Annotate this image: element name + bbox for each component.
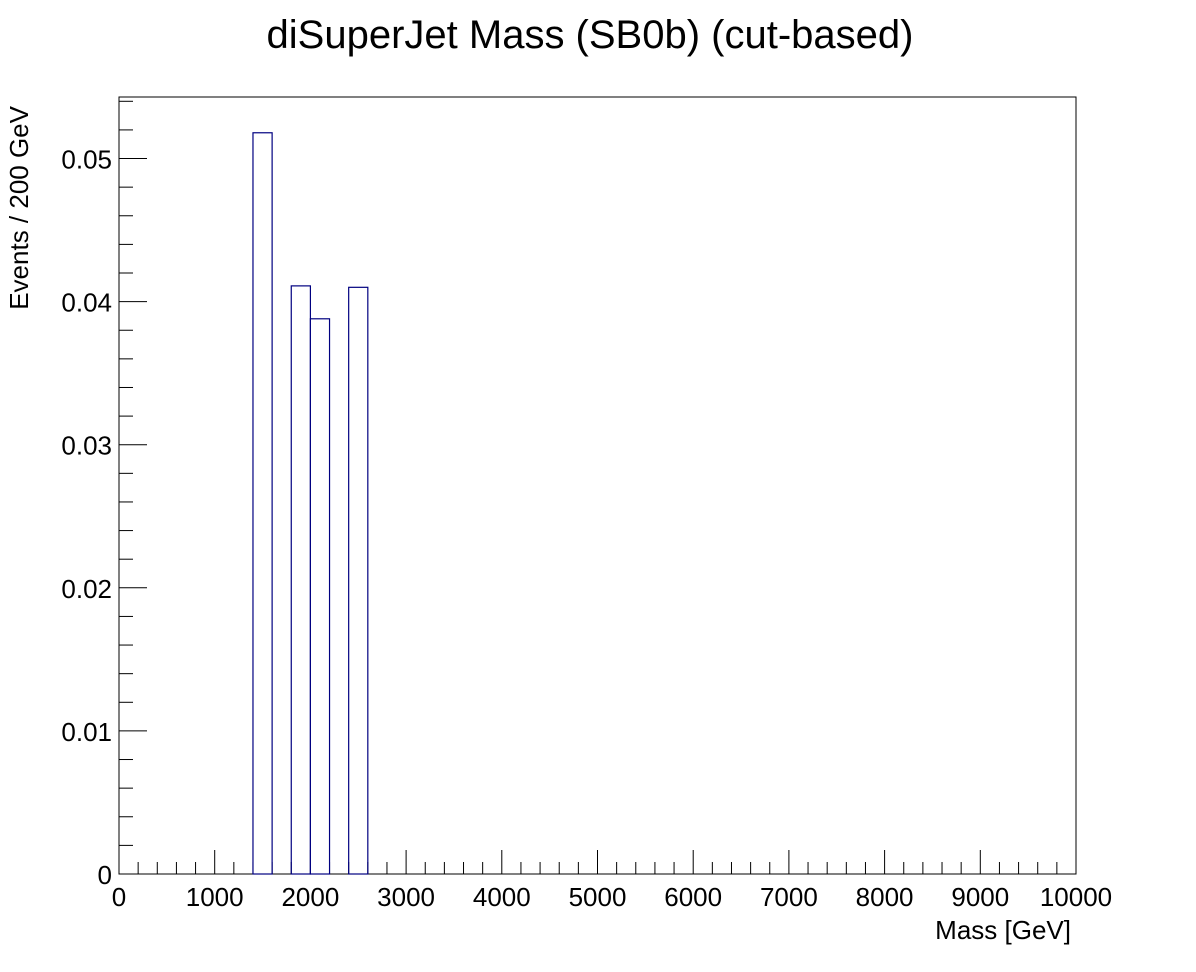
x-axis-tick-labels: 0 1000 2000 3000 4000 5000 6000 7000 8000 9000 100…	[112, 882, 1112, 912]
x-tick-label: 6000	[664, 882, 722, 912]
y-tick-label: 0.03	[61, 431, 112, 461]
x-tick-label: 9000	[951, 882, 1009, 912]
y-tick-label: 0.04	[61, 288, 112, 318]
x-axis-ticks	[118, 850, 1077, 874]
y-tick-label: 0	[98, 860, 112, 890]
x-tick-label: 2000	[281, 882, 339, 912]
histogram-bin	[290, 285, 312, 875]
x-tick-label: 7000	[760, 882, 818, 912]
y-axis-ticks	[119, 100, 147, 875]
plot-frame	[118, 96, 1077, 875]
x-tick-label: 5000	[569, 882, 627, 912]
histogram-bin	[348, 286, 369, 875]
histogram-bin	[309, 318, 331, 875]
x-tick-label: 8000	[856, 882, 914, 912]
x-tick-label: 4000	[473, 882, 531, 912]
x-axis-title: Mass [GeV]	[935, 915, 1071, 945]
x-tick-label: 3000	[377, 882, 435, 912]
x-tick-label: 1000	[186, 882, 244, 912]
y-axis-tick-labels: 0 0.01 0.02 0.03 0.04 0.05	[61, 145, 112, 890]
x-tick-label: 0	[112, 882, 126, 912]
y-tick-label: 0.01	[61, 717, 112, 747]
histogram-bin	[252, 132, 273, 875]
y-axis-title: Events / 200 GeV	[4, 105, 34, 309]
x-tick-label: 10000	[1040, 882, 1112, 912]
chart-title: diSuperJet Mass (SB0b) (cut-based)	[267, 13, 914, 57]
y-tick-label: 0.02	[61, 574, 112, 604]
histogram-bins	[252, 132, 369, 875]
y-tick-label: 0.05	[61, 145, 112, 175]
